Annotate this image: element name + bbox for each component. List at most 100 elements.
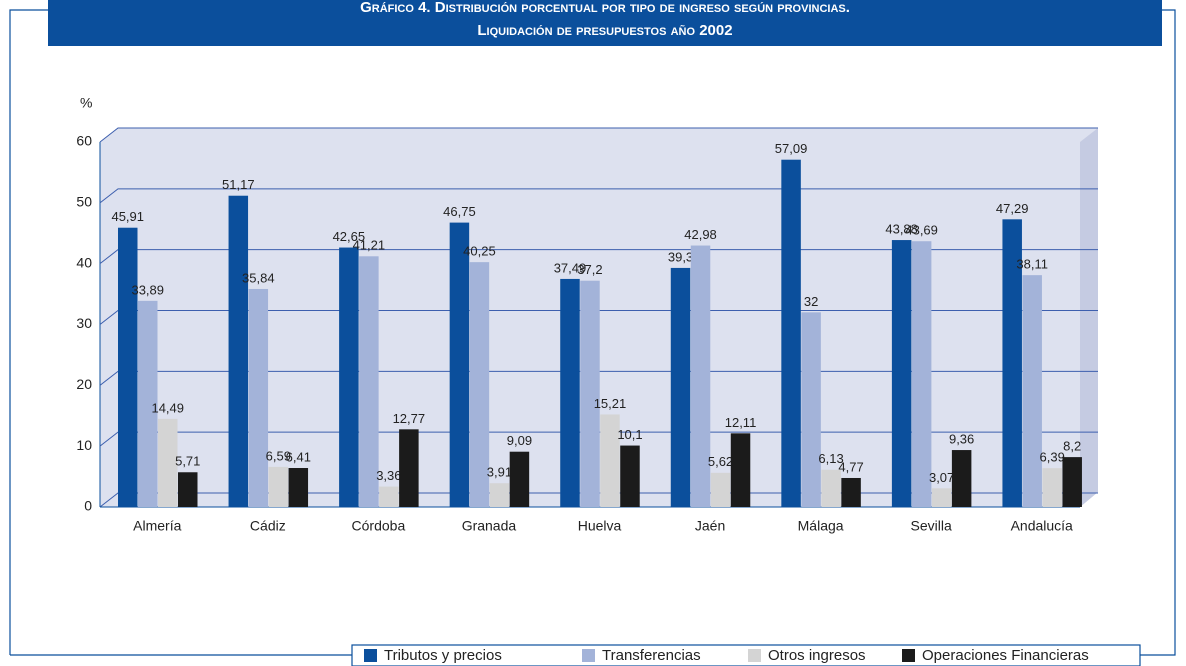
y-tick-label: 60: [76, 133, 92, 149]
bar: [1062, 457, 1082, 507]
plot-side: [1080, 128, 1098, 507]
data-label: 42,98: [684, 227, 717, 242]
data-label: 51,17: [222, 177, 255, 192]
x-tick-label: Málaga: [798, 518, 844, 534]
data-label: 6,39: [1040, 450, 1065, 465]
legend-label: Tributos y precios: [384, 647, 502, 664]
bar: [1022, 275, 1042, 507]
bar: [339, 247, 359, 507]
data-label: 6,13: [818, 451, 843, 466]
bar: [801, 312, 821, 507]
bar: [580, 280, 600, 507]
data-label: 57,09: [775, 141, 808, 156]
data-label: 3,91: [487, 465, 512, 480]
data-label: 38,11: [1016, 257, 1048, 272]
data-label: 43,69: [905, 223, 938, 238]
y-tick-label: 0: [84, 498, 92, 514]
data-label: 41,21: [353, 238, 386, 253]
bar: [359, 256, 379, 507]
x-tick-label: Huelva: [578, 518, 622, 534]
bar: [469, 262, 490, 507]
bar: [449, 222, 470, 507]
data-label: 43,88: [885, 222, 918, 237]
data-label: 3,36: [376, 468, 401, 483]
bar: [288, 468, 309, 507]
data-label: 12,11: [725, 415, 757, 430]
data-label: 32: [804, 294, 818, 309]
bar: [670, 267, 691, 507]
data-label: 40,25: [463, 244, 496, 259]
bar: [509, 451, 530, 507]
bar: [891, 240, 912, 507]
data-label: 45,91: [111, 209, 144, 224]
frame: [9, 9, 48, 655]
bar: [379, 486, 399, 507]
title-band: [48, 0, 1162, 46]
data-label: 37,2: [577, 262, 602, 277]
y-tick-label: 20: [76, 376, 92, 392]
y-tick-label: 50: [76, 194, 92, 210]
bar: [489, 483, 510, 507]
data-label: 6,59: [266, 448, 291, 463]
bar: [841, 477, 861, 507]
data-label: 5,62: [708, 454, 733, 469]
legend-label: Transferencias: [602, 647, 701, 664]
chart-title: Liquidación de presupuestos año 2002: [477, 22, 732, 39]
bar: [560, 278, 580, 507]
bar: [690, 245, 711, 507]
bar: [1002, 219, 1022, 508]
grid-line: [99, 188, 1098, 204]
legend-swatch: [902, 649, 915, 662]
data-label: 47,29: [996, 201, 1029, 216]
x-tick-label: Cádiz: [250, 518, 286, 534]
bar: [1042, 468, 1062, 507]
bar: [821, 469, 841, 507]
legend-swatch: [748, 649, 761, 662]
bar: [118, 227, 138, 507]
x-tick-label: Sevilla: [911, 518, 952, 534]
bar: [138, 300, 158, 507]
legend-swatch: [364, 649, 377, 662]
grid-line: [99, 127, 1098, 143]
data-label: 33,89: [131, 282, 164, 297]
bar: [951, 450, 972, 507]
bar: [268, 466, 289, 507]
data-label: 15,21: [594, 396, 627, 411]
data-label: 8,2: [1063, 439, 1081, 454]
data-label: 9,36: [949, 431, 974, 446]
data-label: 37,49: [554, 260, 587, 275]
data-label: 46,75: [443, 204, 476, 219]
chart-title: Gráfico 4. Distribución porcentual por t…: [360, 0, 850, 16]
x-tick-label: Andalucía: [1011, 518, 1073, 534]
data-label: 42,65: [333, 229, 366, 244]
data-label: 39,3: [668, 249, 693, 264]
data-label: 5,71: [175, 454, 200, 469]
bar: [399, 429, 419, 507]
data-label: 9,09: [507, 433, 532, 448]
data-label: 12,77: [393, 411, 426, 426]
y-tick-label: 40: [76, 254, 92, 270]
data-label: 6,41: [286, 449, 311, 464]
data-label: 35,84: [242, 270, 275, 285]
bar: [228, 195, 249, 508]
data-label: 10,1: [617, 427, 642, 442]
legend-label: Otros ingresos: [768, 647, 866, 664]
legend: [351, 644, 1141, 666]
data-label: 14,49: [151, 400, 184, 415]
data-label: 3,07: [929, 470, 954, 485]
legend-label: Operaciones Financieras: [922, 647, 1089, 664]
data-label: 4,77: [838, 459, 863, 474]
bar: [931, 488, 952, 507]
bar: [781, 159, 801, 507]
x-tick-label: Granada: [462, 518, 517, 534]
bar: [620, 445, 640, 507]
bar: [158, 418, 178, 507]
legend-swatch: [582, 649, 595, 662]
bar: [178, 472, 198, 507]
y-tick-label: 30: [76, 315, 92, 331]
x-tick-label: Jaén: [695, 518, 725, 534]
frame: [1140, 9, 1176, 656]
bar: [911, 241, 932, 507]
bar: [710, 472, 731, 507]
